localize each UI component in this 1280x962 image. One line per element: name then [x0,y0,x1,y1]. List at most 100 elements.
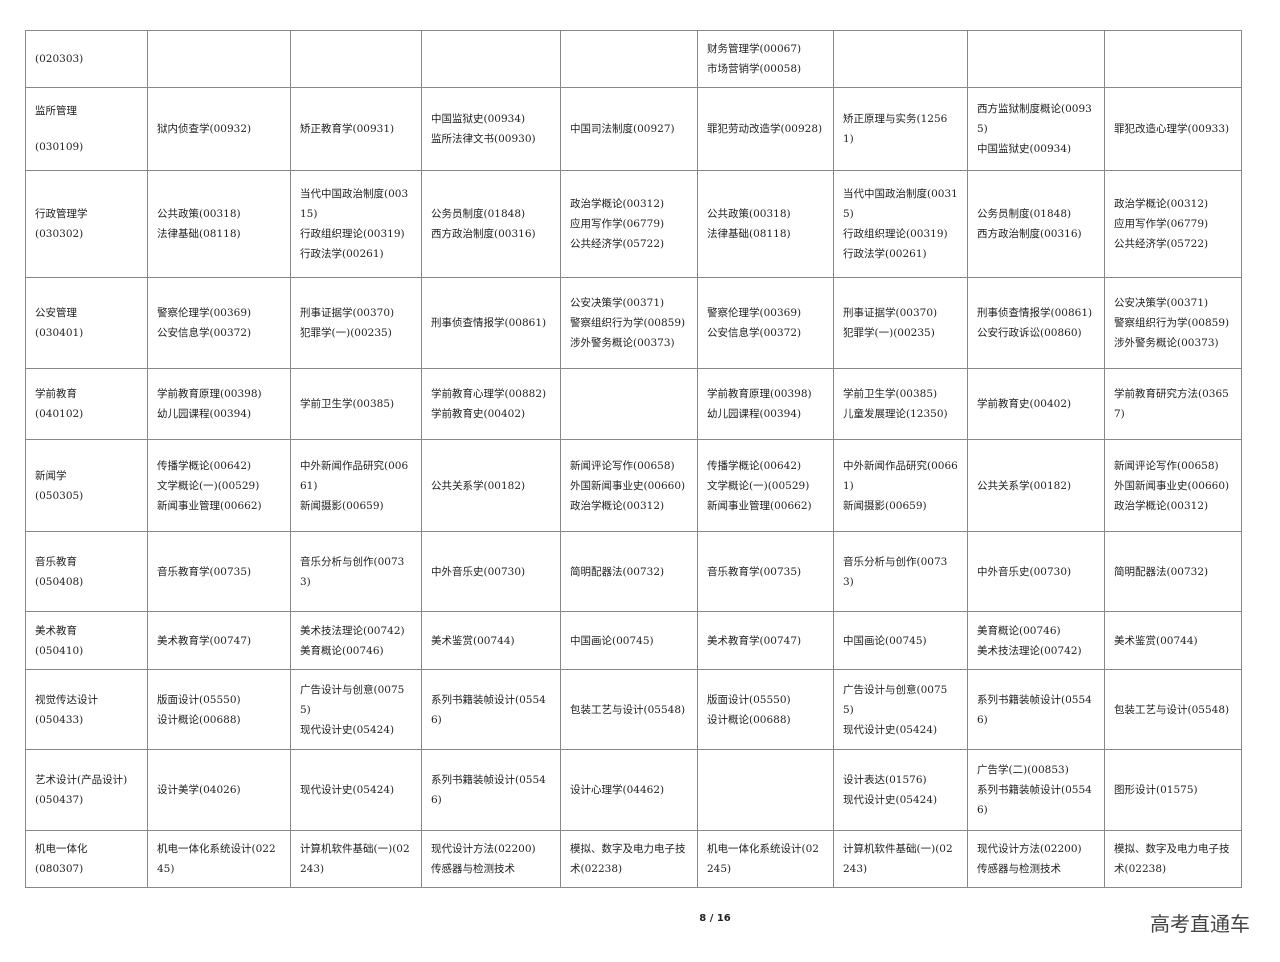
course-cell: 现代设计史(05424) [290,749,422,831]
course-name: 狱内侦查学(00932) [157,123,252,135]
course-name: 学前卫生学(00385) [300,398,395,410]
course-name: 包装工艺与设计(05548) [570,703,686,716]
major-code: (040102) [35,408,84,420]
course-cell: 学前教育心理学(00882) 学前教育史(00402) [421,368,561,440]
course-name: 政治学概论(00312) [570,198,665,210]
course-name: 美育概论(00746) [300,644,384,657]
major-cell: 美术教育 (050410) [25,611,148,670]
course-cell: 公安决策学(00371) 警察组织行为学(00859) 涉外警务概论(00373) [1104,277,1242,369]
course-cell: 计算机软件基础(一)(02243) [833,830,968,888]
course-name: 现代设计史(05424) [300,784,395,796]
course-cell: 美育概论(00746) 美术技法理论(00742) [967,611,1105,670]
course-name: 广告学(二)(00853) [977,764,1069,776]
table-row: 视觉传达设计 (050433) 版面设计(05550) 设计概论(00688) 广告设计… [25,669,1242,750]
course-name: 机电一体化系统设计(02245) [707,843,819,875]
course-name: 学前卫生学(00385) [843,388,938,400]
course-name: 公务员制度(01848) [431,208,526,220]
course-name: 音乐分析与创作(00733) [300,555,405,588]
course-name: 公安决策学(00371) [1114,297,1209,309]
course-name: 设计心理学(04462) [570,784,665,796]
course-name: 中国监狱史(00934) [977,143,1072,155]
course-name: 行政组织理论(00319) [843,228,948,240]
course-cell: 当代中国政治制度(00315) 行政组织理论(00319) 行政法学(00261) [290,170,422,278]
course-name: 犯罪学(一)(00235) [300,327,392,339]
table-row: 美术教育 (050410) 美术教育学(00747) 美术技法理论(00742) 美育概… [25,611,1242,670]
major-cell: 新闻学 (050305) [25,439,148,532]
major-code: (050305) [35,489,84,502]
table-row: 学前教育 (040102) 学前教育原理(00398) 幼儿园课程(00394) 学前卫… [25,368,1242,440]
course-cell: 刑事证据学(00370) 犯罪学(一)(00235) [290,277,422,369]
course-name: 系列书籍装帧设计(05546) [431,774,546,806]
major-name: 行政管理学 [35,208,88,220]
course-cell: 刑事侦查情报学(00861) 公安行政诉讼(00860) [967,277,1105,369]
course-name: 公安行政诉讼(00860) [977,327,1082,339]
course-name: 音乐教育学(00735) [707,565,802,578]
course-cell: 罪犯改造心理学(00933) [1104,87,1242,171]
course-name: 系列书籍装帧设计(05546) [977,693,1092,726]
major-name: 音乐教育 [35,555,77,568]
course-name: 外国新闻事业史(00660) [1114,479,1230,492]
course-cell: 系列书籍装帧设计(05546) [967,669,1105,750]
table-row: (020303) 财务管理学(00067) 市场营销学(00058) [25,30,1242,88]
course-name: 当代中国政治制度(00315) [300,188,409,220]
course-cell: 系列书籍装帧设计(05546) [421,669,561,750]
course-name: 行政法学(00261) [843,248,927,260]
course-name: 公共关系学(00182) [431,479,526,492]
course-cell: 中国画论(00745) [560,611,698,670]
course-name: 新闻摄影(00659) [843,499,927,512]
course-cell [1104,30,1242,88]
course-name: 幼儿园课程(00394) [707,408,802,420]
course-cell: 现代设计方法(02200) 传感器与检测技术 [421,830,561,888]
course-name: 机电一体化系统设计(02245) [157,843,276,875]
course-name: 市场营销学(00058) [707,63,802,75]
course-name: 外国新闻事业史(00660) [570,479,686,492]
course-cell: 警察伦理学(00369) 公安信息学(00372) [147,277,291,369]
course-name: 罪犯改造心理学(00933) [1114,123,1230,135]
course-name: 传感器与检测技术 [431,863,515,875]
course-name: 系列书籍装帧设计(05546) [431,693,546,726]
course-name: 传感器与检测技术 [977,863,1061,875]
course-cell: 美术鉴赏(00744) [421,611,561,670]
course-name: 西方政治制度(00316) [431,228,536,240]
course-name: 公安信息学(00372) [707,327,802,339]
course-name: 中国司法制度(00927) [570,123,675,135]
course-cell: 公共关系学(00182) [967,439,1105,532]
course-cell: 美术鉴赏(00744) [1104,611,1242,670]
course-cell [147,30,291,88]
course-cell: 广告设计与创意(00755) 现代设计史(05424) [833,669,968,750]
course-name: 儿童发展理论(12350) [843,408,948,420]
course-name: 犯罪学(一)(00235) [843,327,935,339]
course-name: 法律基础(08118) [707,228,791,240]
course-name: 当代中国政治制度(00315) [843,188,958,220]
course-name: 政治学概论(00312) [570,499,665,512]
major-code: (050408) [35,575,84,588]
course-name: 传播学概论(00642) [157,459,252,472]
course-cell: 公共政策(00318) 法律基础(08118) [147,170,291,278]
course-name: 中外新闻作品研究(00661) [843,459,958,492]
course-name: 罪犯劳动改造学(00928) [707,123,823,135]
major-name: 公安管理 [35,307,77,319]
course-cell: 系列书籍装帧设计(05546) [421,749,561,831]
course-name: 新闻摄影(00659) [300,499,384,512]
course-cell: 音乐分析与创作(00733) [833,531,968,612]
major-cell: (020303) [25,30,148,88]
course-cell: 设计表达(01576) 现代设计史(05424) [833,749,968,831]
course-name: 中国画论(00745) [843,634,927,647]
course-cell: 当代中国政治制度(00315) 行政组织理论(00319) 行政法学(00261) [833,170,968,278]
course-name: 公共经济学(05722) [1114,238,1209,250]
table-row: 公安管理 (030401) 警察伦理学(00369) 公安信息学(00372) 刑事证据… [25,277,1242,369]
course-name: 模拟、数字及电力电子技术(02238) [570,843,686,875]
course-cell: 中国画论(00745) [833,611,968,670]
course-cell [560,368,698,440]
course-name: 现代设计史(05424) [843,723,938,736]
course-cell: 财务管理学(00067) 市场营销学(00058) [697,30,834,88]
course-cell: 设计美学(04026) [147,749,291,831]
course-name: 学前教育史(00402) [431,408,526,420]
course-name: 政治学概论(00312) [1114,198,1209,210]
major-cell: 音乐教育 (050408) [25,531,148,612]
course-name: 图形设计(01575) [1114,784,1198,796]
course-cell: 版面设计(05550) 设计概论(00688) [697,669,834,750]
course-cell: 公共政策(00318) 法律基础(08118) [697,170,834,278]
course-cell: 中外新闻作品研究(00661) 新闻摄影(00659) [290,439,422,532]
major-cell: 艺术设计(产品设计) (050437) [25,749,148,831]
